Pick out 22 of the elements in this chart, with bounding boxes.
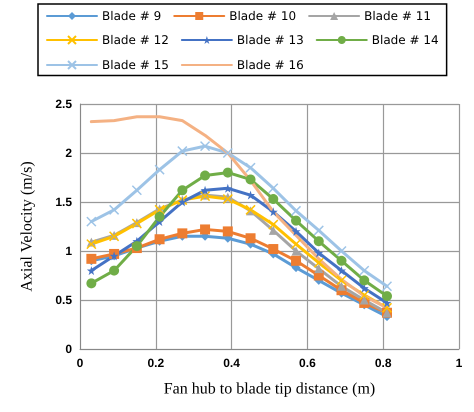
x-tick-label: 0.6 [299, 356, 316, 370]
x-axis-title: Fan hub to blade tip distance (m) [164, 380, 376, 398]
x-tick-label: 0.4 [223, 356, 240, 370]
x-tick-label: 0 [76, 356, 84, 370]
x-tick-label: 0.2 [147, 356, 164, 370]
y-tick-label: 1.5 [55, 195, 72, 209]
y-tick-label: 1 [65, 244, 72, 258]
legend-label: Blade # 11 [364, 9, 431, 23]
y-tick-label: 0 [65, 342, 72, 356]
y-tick-label: 2.5 [55, 97, 72, 111]
legend-label: Blade # 16 [236, 58, 304, 72]
legend-label: Blade # 9 [102, 9, 162, 23]
legend-label: Blade # 14 [372, 33, 439, 47]
y-tick-label: 2 [65, 146, 72, 160]
legend-label: Blade # 10 [229, 9, 296, 23]
y-axis-title: Axial Velocity (m/s) [18, 161, 36, 292]
legend-label: Blade # 15 [102, 58, 169, 72]
x-tick-label: 0.8 [374, 356, 392, 370]
legend-label: Blade # 12 [102, 33, 169, 47]
x-tick-label: 1 [456, 356, 463, 370]
y-tick-label: 0.5 [55, 293, 72, 307]
legend-label: Blade # 13 [236, 33, 304, 47]
